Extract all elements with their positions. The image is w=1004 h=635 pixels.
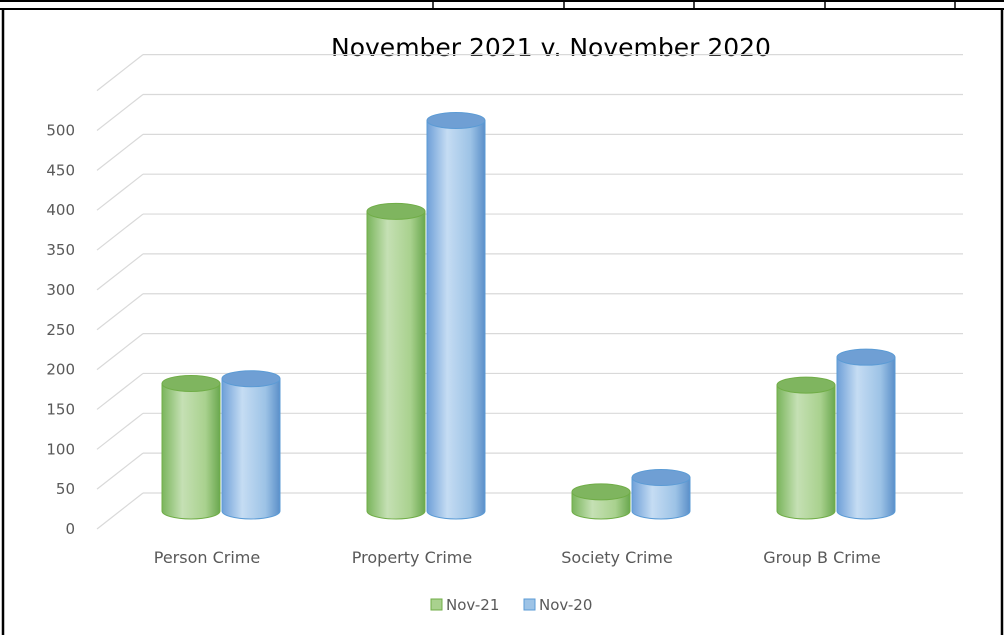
y-tick-label: 200	[46, 361, 75, 379]
y-tick-label: 250	[46, 321, 75, 339]
gridline-diagonal	[96, 213, 144, 251]
gridline-diagonal	[96, 293, 144, 331]
bar-nov-21-person-crime	[161, 374, 221, 520]
gridline-diagonal	[96, 133, 144, 171]
x-axis-category-labels: Person Crime Property Crime Society Crime G…	[154, 548, 881, 567]
y-tick-label: 100	[46, 440, 75, 458]
y-tick-label: 150	[46, 400, 75, 418]
legend-label-nov-21: Nov-21	[446, 596, 499, 614]
gridline-diagonal	[96, 333, 144, 371]
y-tick-label: 0	[65, 520, 75, 538]
category-label: Group B Crime	[763, 548, 880, 567]
gridline-diagonal	[96, 412, 144, 450]
category-label: Society Crime	[561, 548, 672, 567]
y-tick-label: 50	[56, 480, 75, 498]
bar-nov-20-group-b-crime	[836, 348, 896, 520]
bar-nov-20-society-crime	[631, 469, 691, 520]
bar-nov-21-group-b-crime	[776, 376, 836, 520]
y-tick-label: 450	[46, 161, 75, 179]
legend-swatch-nov-20	[523, 598, 536, 611]
gridline-diagonal	[96, 253, 144, 291]
legend-swatch-nov-21	[430, 598, 443, 611]
category-label: Property Crime	[352, 548, 472, 567]
y-tick-label: 400	[46, 201, 75, 219]
gridline-diagonal	[96, 452, 144, 490]
top-table-strip	[0, 0, 1004, 10]
bars	[161, 111, 896, 520]
y-tick-label: 350	[46, 241, 75, 259]
gridline-diagonal	[96, 372, 144, 410]
category-label: Person Crime	[154, 548, 260, 567]
bar-nov-20-person-crime	[221, 370, 281, 520]
bar-nov-21-society-crime	[571, 483, 631, 520]
gridline-diagonal	[96, 173, 144, 211]
gridline-diagonal	[96, 492, 144, 530]
legend-label-nov-20: Nov-20	[539, 596, 592, 614]
gridline-diagonal	[96, 94, 144, 131]
chart-title: November 2021 v. November 2020	[331, 33, 771, 62]
bar-nov-21-property-crime	[366, 202, 426, 520]
gridline-diagonal	[96, 54, 144, 92]
legend: Nov-21 Nov-20	[430, 596, 592, 614]
y-axis-tick-labels: 0 50 100 150 200 250 300 350 400 450 500	[46, 122, 75, 539]
bar-nov-20-property-crime	[426, 111, 486, 520]
y-tick-label: 500	[46, 122, 75, 140]
y-tick-label: 300	[46, 281, 75, 299]
